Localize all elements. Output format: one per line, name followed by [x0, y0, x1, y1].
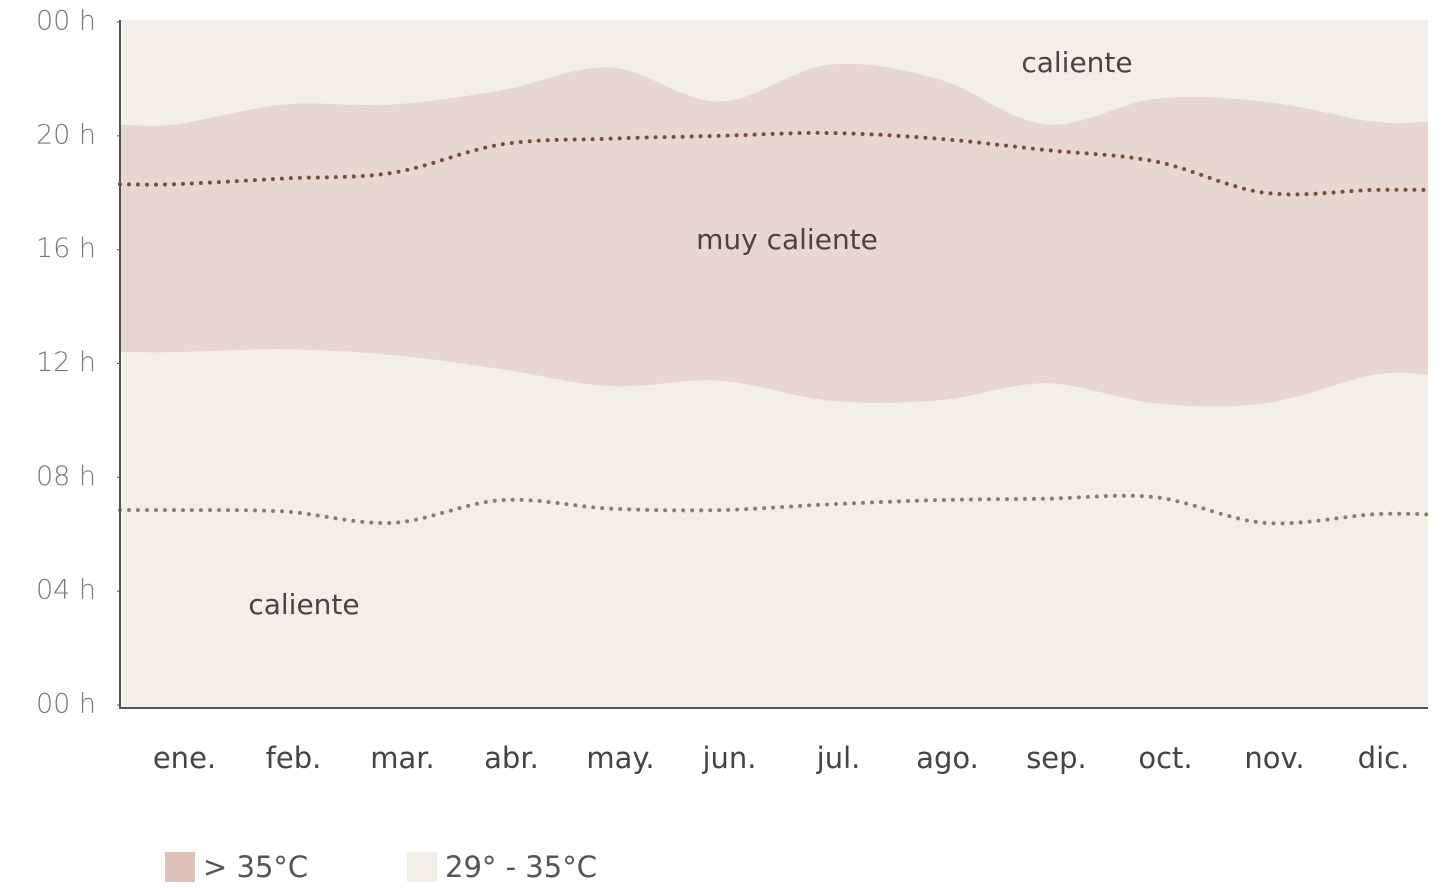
y-tick-label: 12 h: [36, 347, 96, 378]
x-tick-label: jul.: [816, 741, 861, 775]
y-tick-label: 00 h: [36, 6, 96, 37]
x-tick-label: sep.: [1026, 741, 1087, 775]
x-tick-label: oct.: [1138, 741, 1192, 775]
y-tick-label: 16 h: [36, 233, 96, 264]
x-tick-label: ago.: [916, 741, 979, 775]
x-tick-label: nov.: [1244, 741, 1304, 775]
y-tick-label: 20 h: [36, 119, 96, 150]
band-area: [120, 63, 1428, 407]
x-tick-label: may.: [586, 741, 654, 775]
annotation: caliente: [248, 588, 359, 621]
y-tick-label: 00 h: [36, 689, 96, 720]
x-tick-label: abr.: [484, 741, 539, 775]
x-tick-label: ene.: [153, 741, 216, 775]
x-tick-label: mar.: [370, 741, 435, 775]
x-tick-label: jun.: [701, 741, 756, 775]
x-tick-label: feb.: [266, 741, 322, 775]
dotted-line: [118, 493, 1430, 526]
legend-swatch: [407, 852, 437, 882]
legend-label: 29° - 35°C: [445, 850, 597, 884]
annotation: muy caliente: [696, 223, 878, 256]
y-tick-label: 08 h: [36, 461, 96, 492]
x-tick-label: dic.: [1358, 741, 1410, 775]
annotation: caliente: [1021, 46, 1132, 79]
legend-swatch: [165, 852, 195, 882]
dotted-line: [118, 130, 1430, 197]
y-tick-label: 04 h: [36, 575, 96, 606]
legend-label: > 35°C: [203, 850, 308, 884]
